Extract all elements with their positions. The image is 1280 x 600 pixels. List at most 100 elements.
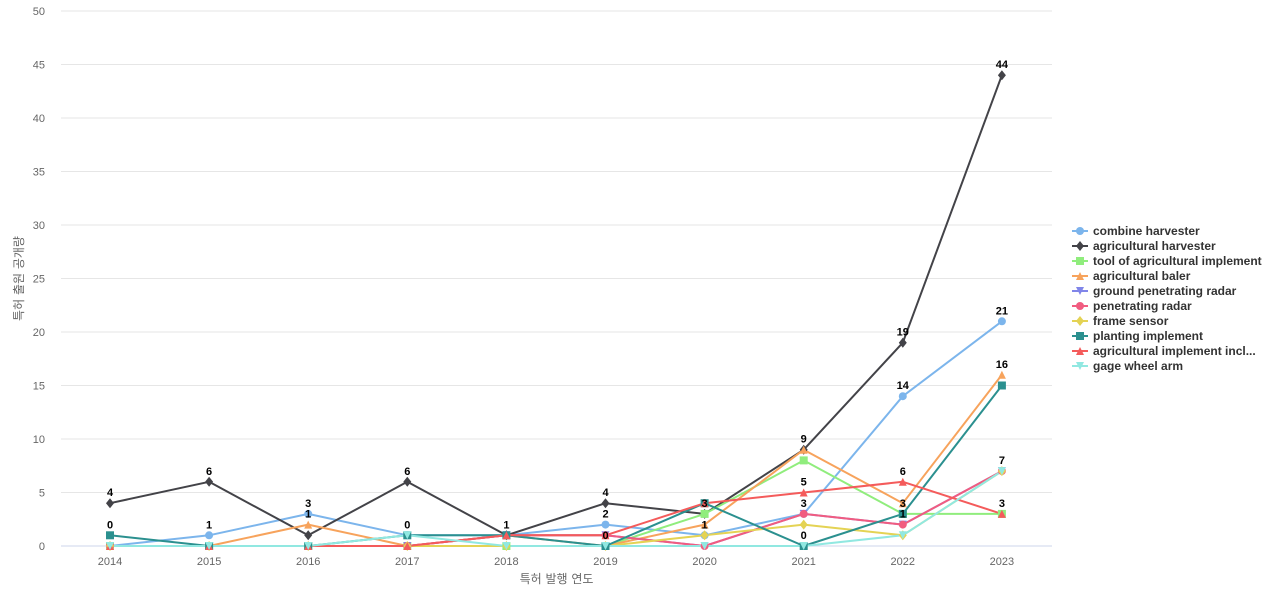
legend-item[interactable]: penetrating radar [1072, 299, 1192, 313]
legend-item[interactable]: agricultural baler [1072, 269, 1191, 283]
legend-label: planting implement [1093, 329, 1203, 343]
data-label: 2 [602, 509, 608, 521]
legend-item[interactable]: agricultural harvester [1072, 239, 1216, 253]
legend-marker [1076, 302, 1084, 310]
data-label: 6 [900, 466, 906, 478]
x-tick-label: 2015 [197, 556, 221, 568]
legend-item[interactable]: tool of agricultural implement [1072, 254, 1262, 268]
data-point [898, 520, 907, 529]
data-point [997, 381, 1006, 390]
y-tick-label: 5 [39, 488, 45, 500]
data-point [304, 520, 313, 529]
series-line-2 [109, 459, 1003, 547]
data-label: 4 [602, 487, 609, 499]
data-label: 3 [305, 498, 311, 510]
data-label: 1 [206, 519, 212, 531]
data-point [304, 542, 313, 550]
data-point [106, 531, 114, 540]
data-point [997, 370, 1006, 379]
data-label: 3 [702, 498, 708, 510]
legend-marker [1076, 332, 1084, 340]
data-point [700, 509, 709, 518]
x-tick-label: 2014 [98, 556, 122, 568]
legend-label: gage wheel arm [1093, 359, 1183, 373]
data-point [601, 520, 610, 529]
legend-marker [1076, 257, 1084, 265]
y-tick-label: 15 [33, 381, 45, 393]
data-label: 3 [801, 498, 807, 510]
data-point [601, 498, 610, 509]
data-point [997, 509, 1006, 518]
data-label: 1 [702, 519, 708, 531]
y-tick-label: 20 [33, 327, 45, 339]
data-label: 1 [900, 509, 906, 521]
data-point [700, 499, 709, 508]
legend-label: agricultural harvester [1093, 239, 1216, 253]
data-point [700, 530, 709, 541]
data-label: 3 [900, 498, 906, 510]
data-label: 1 [305, 509, 311, 521]
x-tick-label: 2022 [891, 556, 915, 568]
data-point [898, 337, 907, 348]
series-lines [109, 74, 1003, 547]
legend-marker [1076, 362, 1084, 370]
legend-item[interactable]: ground penetrating radar [1072, 284, 1237, 298]
x-tick-label: 2020 [692, 556, 716, 568]
legend-label: frame sensor [1093, 314, 1169, 328]
data-label: 6 [404, 466, 410, 478]
x-tick-label: 2021 [791, 556, 815, 568]
series-line-7 [109, 384, 1003, 547]
data-point [304, 509, 313, 518]
data-point [700, 542, 709, 550]
legend-marker [1076, 227, 1084, 235]
legend-item[interactable]: frame sensor [1072, 314, 1169, 328]
y-tick-label: 50 [33, 6, 45, 18]
legend-label: combine harvester [1093, 224, 1200, 238]
x-tick-label: 2016 [296, 556, 320, 568]
series-line-0 [109, 320, 1003, 547]
legend-marker [1076, 347, 1084, 355]
legend-item[interactable]: gage wheel arm [1072, 359, 1183, 373]
data-label: 0 [801, 530, 807, 542]
data-label: 0 [602, 530, 608, 542]
legend-label: tool of agricultural implement [1093, 254, 1262, 268]
data-point [403, 476, 412, 487]
x-axis-title: 특허 발행 연도 [520, 571, 594, 586]
data-point [898, 477, 907, 486]
x-tick-label: 2019 [593, 556, 617, 568]
data-point [799, 488, 808, 497]
y-axis-title: 특허 출원 공개량 [12, 236, 26, 321]
data-point [700, 520, 709, 529]
series-line-8 [109, 480, 1003, 547]
legend-label: agricultural baler [1093, 269, 1191, 283]
data-label: 3 [999, 498, 1005, 510]
data-point [403, 531, 412, 540]
data-point [799, 456, 808, 465]
data-point [205, 542, 214, 550]
y-tick-label: 45 [33, 60, 45, 72]
legend-marker [1076, 316, 1084, 326]
legend-item[interactable]: planting implement [1072, 329, 1203, 343]
data-point [898, 509, 907, 518]
x-axis-ticks: 2014 2015 2016 2017 2018 2019 2020 2021 2022 2023 [98, 556, 1014, 568]
data-label: 0 [404, 519, 410, 531]
legend-item[interactable]: agricultural implement incl... [1072, 344, 1256, 358]
y-axis-ticks: 0 5 10 15 20 25 30 35 40 45 50 [33, 6, 45, 553]
y-tick-label: 40 [33, 113, 45, 125]
data-label: 0 [107, 519, 113, 531]
data-point [799, 509, 808, 518]
data-label: 1 [503, 519, 509, 531]
data-point [799, 445, 808, 454]
legend-item[interactable]: combine harvester [1072, 224, 1200, 238]
data-point [502, 542, 511, 550]
legend-marker [1076, 241, 1084, 251]
data-point [403, 542, 412, 550]
data-label: 14 [897, 380, 910, 392]
legend-marker [1076, 272, 1084, 280]
data-point [799, 542, 808, 550]
data-point [205, 531, 214, 540]
data-point [898, 531, 907, 540]
data-point [799, 519, 808, 530]
